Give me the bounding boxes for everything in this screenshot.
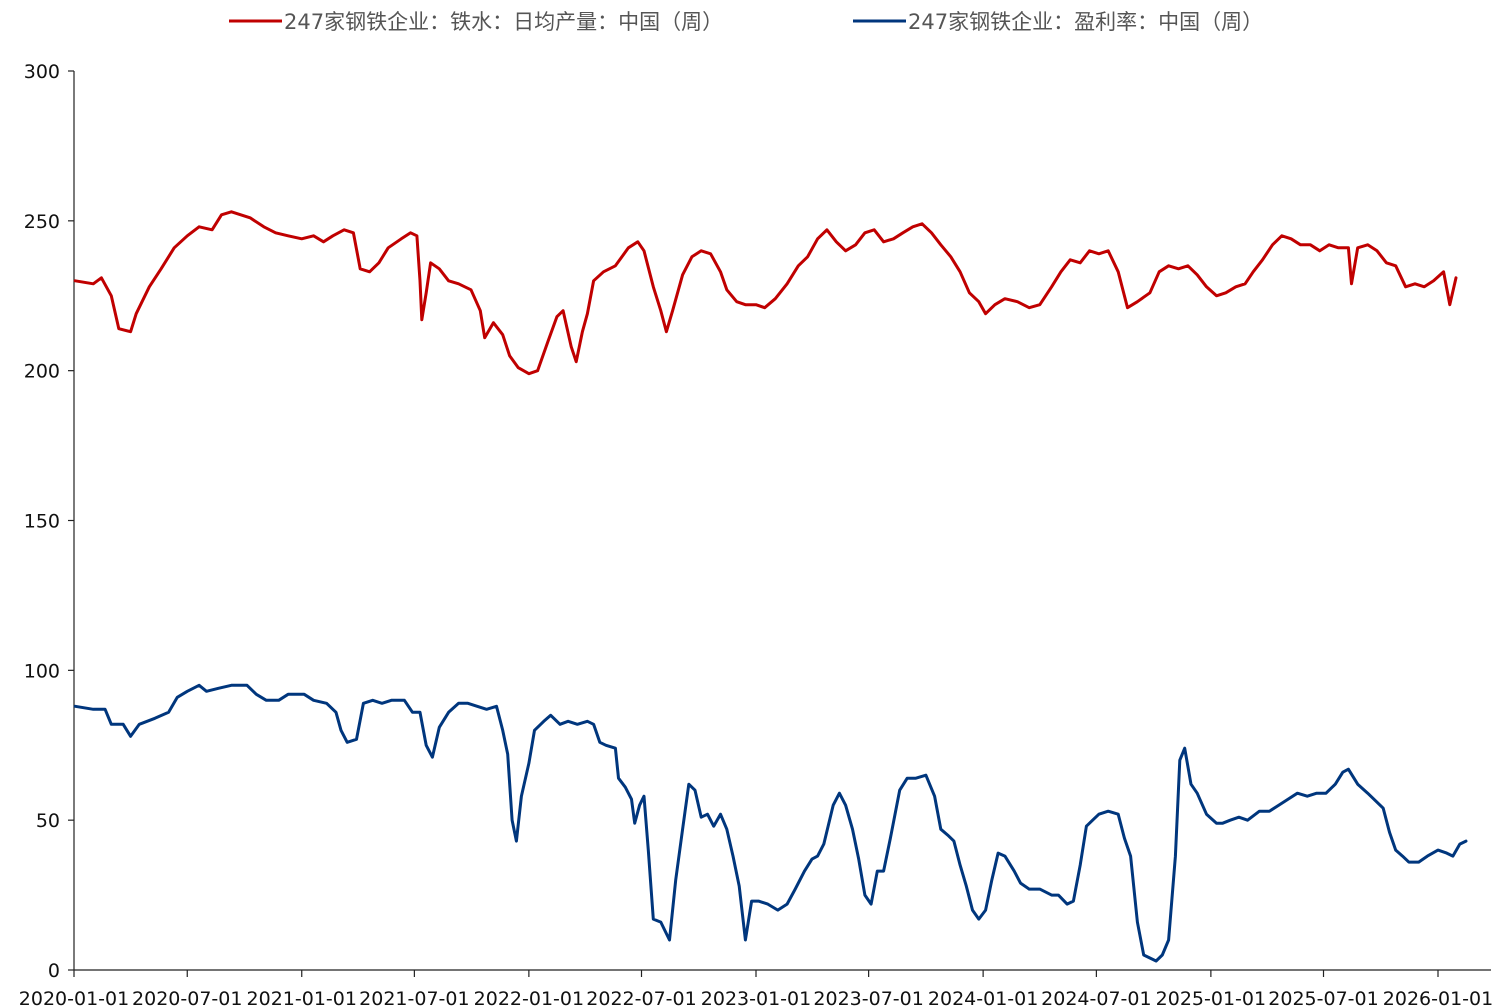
y-tick-label: 100 — [24, 660, 60, 682]
y-axis: 0 50 100 150 200 250 300 — [24, 61, 75, 982]
series-line-iron-output — [73, 210, 1458, 376]
legend-label-profit-rate: 247家钢铁企业：盈利率：中国（周） — [908, 10, 1263, 34]
legend-label-iron-output: 247家钢铁企业：铁水：日均产量：中国（周） — [284, 10, 723, 34]
y-tick-label: 50 — [36, 810, 60, 832]
x-tick-label: 2020-01-01 — [19, 988, 129, 1008]
series-line-profit-rate — [73, 683, 1468, 963]
legend: 247家钢铁企业：铁水：日均产量：中国（周） 247家钢铁企业：盈利率：中国（周… — [229, 10, 1263, 34]
series-layer — [73, 210, 1468, 963]
x-tick-label: 2023-07-01 — [813, 988, 923, 1008]
y-tick-label: 250 — [24, 211, 60, 233]
y-tick-label: 200 — [24, 361, 60, 383]
y-tick-label: 300 — [24, 61, 60, 83]
legend-item-profit-rate: 247家钢铁企业：盈利率：中国（周） — [853, 10, 1263, 34]
x-tick-label: 2020-07-01 — [132, 988, 242, 1008]
y-tick-label: 150 — [24, 511, 60, 533]
y-tick-label: 0 — [48, 960, 60, 982]
x-tick-label: 2026-01-01 — [1383, 988, 1493, 1008]
x-tick-label: 2022-07-01 — [586, 988, 696, 1008]
x-tick-label: 2021-07-01 — [359, 988, 469, 1008]
x-axis: 2020-01-01 2020-07-01 2021-01-01 2021-07-01… — [19, 969, 1493, 1008]
x-tick-label: 2024-07-01 — [1041, 988, 1151, 1008]
legend-item-iron-output: 247家钢铁企业：铁水：日均产量：中国（周） — [229, 10, 723, 34]
x-tick-label: 2023-01-01 — [701, 988, 811, 1008]
x-tick-label: 2021-01-01 — [247, 988, 357, 1008]
x-tick-label: 2024-01-01 — [928, 988, 1038, 1008]
x-tick-label: 2025-01-01 — [1156, 988, 1266, 1008]
x-tick-label: 2022-01-01 — [474, 988, 584, 1008]
x-tick-label: 2025-07-01 — [1268, 988, 1378, 1008]
